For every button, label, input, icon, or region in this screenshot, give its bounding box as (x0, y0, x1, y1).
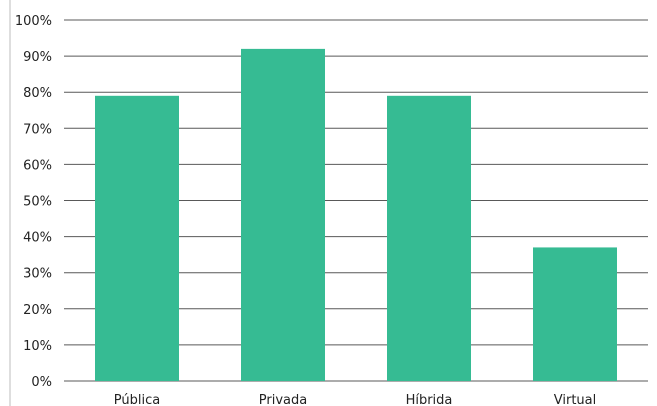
x-tick-label-1: Privada (259, 393, 307, 406)
y-axis-ticks: 0% 10% 20% 30% 40% 50% 60% 70% 80% 90% 100% (15, 14, 52, 390)
y-tick-label-100: 100% (15, 14, 52, 29)
y-tick-label-30: 30% (23, 267, 52, 282)
y-tick-label-20: 20% (23, 303, 52, 318)
x-tick-label-0: Pública (114, 393, 160, 406)
y-tick-label-90: 90% (23, 50, 52, 65)
bar-3 (533, 247, 617, 381)
y-tick-label-0: 0% (31, 375, 52, 390)
x-axis-ticks: Pública Privada Híbrida Virtual (114, 393, 596, 406)
x-tick-label-2: Híbrida (406, 393, 453, 406)
y-tick-label-50: 50% (23, 195, 52, 210)
bar-1 (241, 48, 325, 381)
y-tick-label-10: 10% (23, 339, 52, 354)
bar-2 (387, 95, 471, 381)
y-tick-label-80: 80% (23, 86, 52, 101)
y-tick-label-60: 60% (23, 158, 52, 173)
bars (95, 48, 617, 381)
bar-0 (95, 95, 179, 381)
y-tick-label-40: 40% (23, 231, 52, 246)
x-tick-label-3: Virtual (554, 393, 596, 406)
y-tick-label-70: 70% (23, 122, 52, 137)
